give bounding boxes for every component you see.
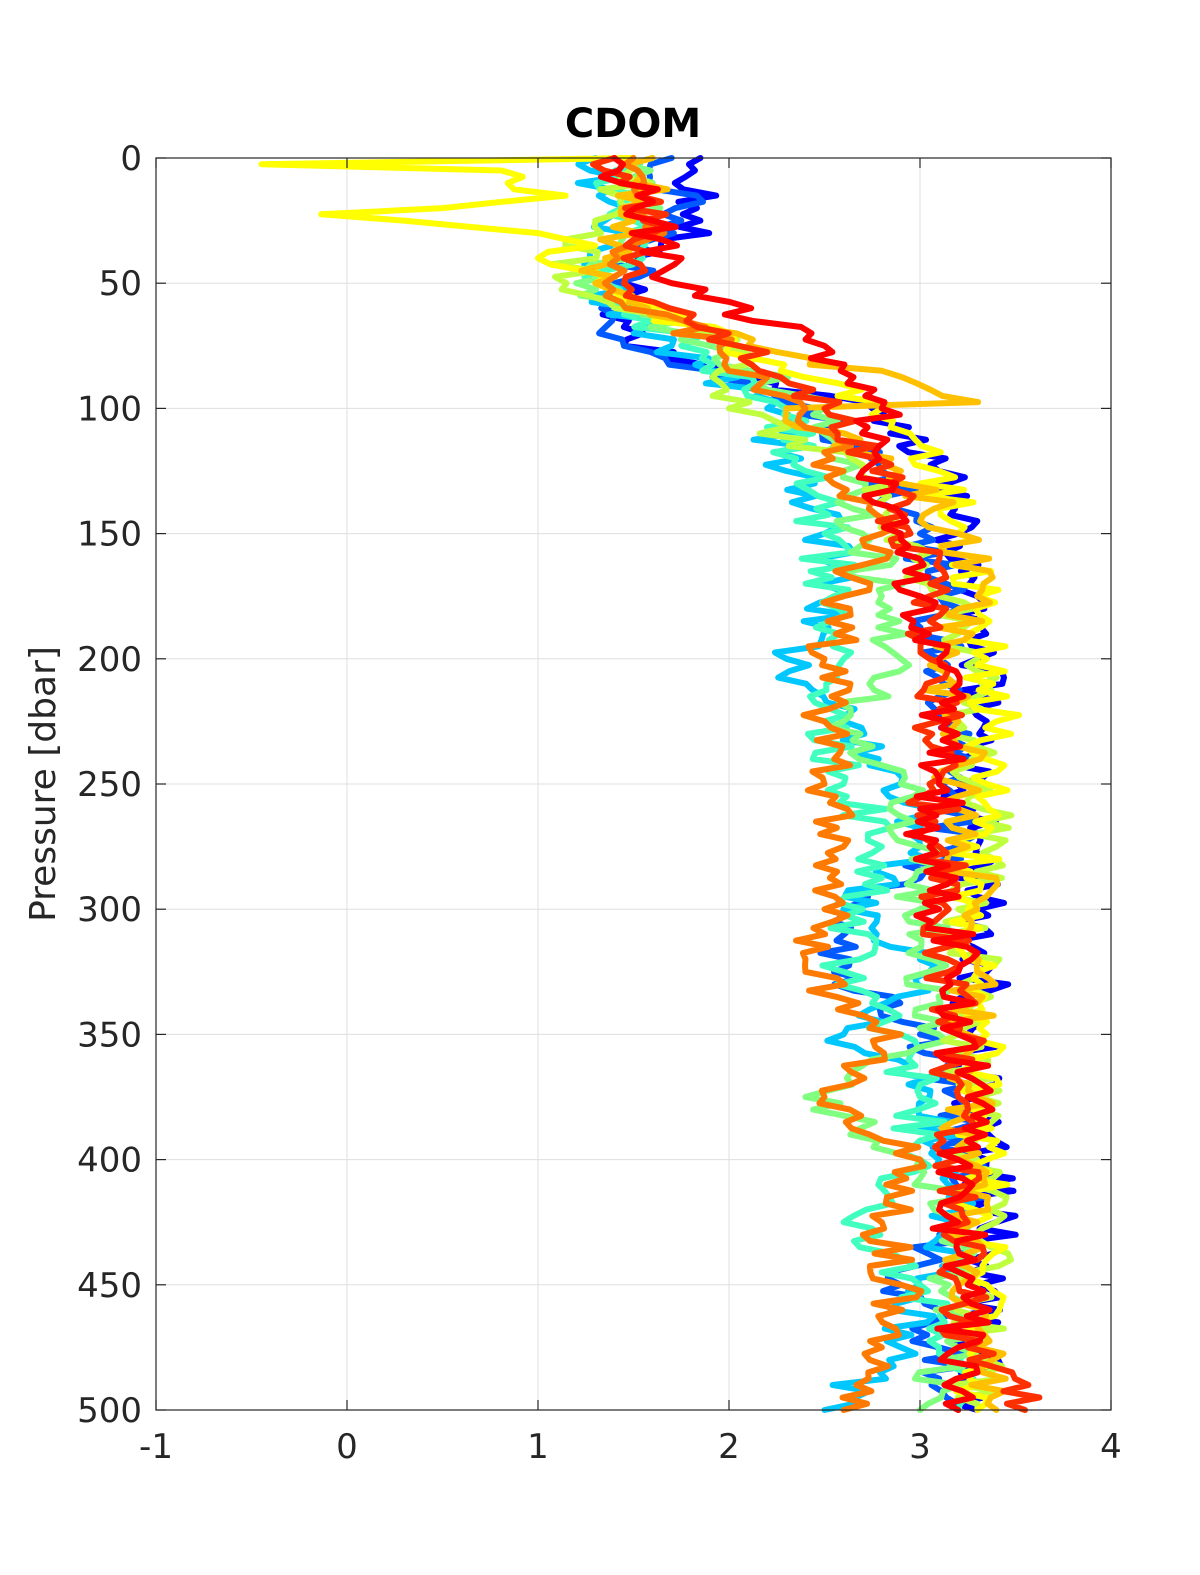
x-tick-label: 4 (1100, 1427, 1122, 1467)
y-tick-label: 200 (77, 640, 142, 680)
y-tick-label: 150 (77, 515, 142, 555)
y-tick-label: 250 (77, 765, 142, 805)
y-tick-label: 350 (77, 1015, 142, 1055)
x-tick-label: 2 (718, 1427, 740, 1467)
chart-title: CDOM (565, 101, 701, 147)
y-tick-label: 50 (99, 264, 142, 304)
profile-line (578, 155, 1009, 1413)
y-tick-labels: 0 50 100 150 200 250 300 350 400 450 500 (77, 139, 142, 1431)
profile-line (601, 155, 927, 1413)
y-axis-label: Pressure [dbar] (23, 646, 64, 922)
profile-line (598, 155, 996, 1413)
x-tick-label: 0 (336, 1427, 358, 1467)
x-tick-labels: -1 0 1 2 3 4 (139, 1427, 1122, 1467)
profile-series (258, 155, 1043, 1413)
x-tick-label: 3 (909, 1427, 931, 1467)
profile-line (547, 155, 1015, 1413)
y-tick-label: 400 (77, 1141, 142, 1181)
x-tick-label: -1 (139, 1427, 173, 1467)
y-tick-label: 450 (77, 1266, 142, 1306)
y-tick-label: 300 (77, 890, 142, 930)
x-tick-label: 1 (527, 1427, 549, 1467)
y-tick-label: 500 (77, 1391, 142, 1431)
profile-line (581, 155, 977, 1413)
y-tick-label: 0 (120, 139, 142, 179)
y-tick-label: 100 (77, 389, 142, 429)
axis-ticks (155, 157, 1112, 1411)
